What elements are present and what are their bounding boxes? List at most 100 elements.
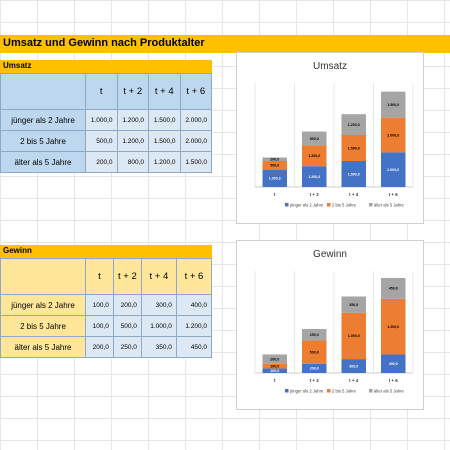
gewinn-value-cell: 400,0 — [175, 294, 213, 316]
bar-segment — [341, 161, 366, 187]
umsatz-value-cell: 1.200,0 — [116, 109, 149, 131]
bar-segment — [302, 340, 327, 364]
umsatz-value-cell: 1.200,0 — [148, 151, 181, 173]
data-label: 1.500,0 — [387, 103, 399, 107]
umsatz-section-header: Umsatz — [0, 60, 212, 73]
legend-entry: jünger als 2 Jahre — [289, 389, 324, 394]
gewinn-value-cell: 250,0 — [112, 336, 142, 358]
gewinn-value-cell: 200,0 — [85, 336, 114, 358]
umsatz-value-cell: 1.500,0 — [148, 130, 181, 152]
gewinn-value-cell: 450,0 — [175, 336, 213, 358]
gewinn-section-label: Gewinn — [3, 246, 32, 255]
gewinn-value-cell: 350,0 — [140, 336, 177, 358]
x-tick-label: t — [274, 378, 276, 383]
bar-segment — [381, 354, 406, 373]
legend-entry: 2 bis 5 Jahre — [332, 203, 357, 208]
table-row: 2 bis 5 Jahre 500,0 1.200,0 1.500,0 2.000,0 — [0, 130, 212, 152]
umsatz-col-header: t — [85, 73, 118, 110]
table-row: älter als 5 Jahre 200,0 250,0 350,0 450,0 — [0, 336, 213, 358]
x-tick-label: t + 4 — [349, 192, 359, 197]
gewinn-section-header: Gewinn — [0, 245, 212, 258]
bar-segment — [302, 328, 327, 341]
bar-segment — [262, 161, 287, 170]
data-label: 300,0 — [349, 364, 358, 368]
gewinn-corner-cell — [0, 258, 86, 295]
umsatz-value-cell: 1.500,0 — [148, 109, 181, 131]
data-label: 2.000,0 — [387, 168, 399, 172]
x-tick-label: t + 6 — [389, 378, 399, 383]
legend-swatch — [369, 203, 373, 207]
gewinn-col-header: t — [85, 258, 114, 295]
umsatz-value-cell: 2.000,0 — [179, 109, 212, 131]
bar-segment — [302, 363, 327, 373]
bar-segment — [262, 368, 287, 373]
umsatz-value-cell: 2.000,0 — [179, 130, 212, 152]
data-label: 200,0 — [270, 357, 279, 361]
data-label: 200,0 — [270, 158, 279, 162]
legend-swatch — [327, 389, 331, 393]
bar-segment — [381, 298, 406, 355]
gewinn-col-header: t + 4 — [140, 258, 177, 295]
table-row: jünger als 2 Jahre 100,0 200,0 300,0 400,0 — [0, 294, 213, 316]
x-tick-label: t + 2 — [310, 378, 320, 383]
x-tick-label: t + 6 — [389, 192, 399, 197]
chart-title: Umsatz — [313, 61, 347, 72]
data-label: 350,0 — [349, 303, 358, 307]
x-tick-label: t + 4 — [349, 378, 359, 383]
umsatz-value-cell: 500,0 — [85, 130, 118, 152]
bar-segment — [381, 91, 406, 118]
chart-title: Gewinn — [313, 249, 347, 260]
bar-segment — [341, 296, 366, 313]
bar-segment — [302, 131, 327, 146]
umsatz-value-cell: 1.500,0 — [179, 151, 212, 173]
umsatz-value-cell: 800,0 — [116, 151, 149, 173]
gewinn-value-cell: 100,0 — [85, 315, 114, 337]
bar-segment — [381, 152, 406, 187]
umsatz-col-header: t + 6 — [179, 73, 212, 110]
gewinn-value-cell: 1.000,0 — [140, 315, 177, 337]
data-label: 450,0 — [389, 287, 398, 291]
umsatz-section-label: Umsatz — [3, 61, 32, 70]
data-label: 2.000,0 — [387, 133, 399, 137]
umsatz-value-cell: 1.000,0 — [85, 109, 118, 131]
x-tick-label: t + 2 — [310, 192, 320, 197]
umsatz-row-label: jünger als 2 Jahre — [0, 109, 86, 131]
legend-swatch — [285, 389, 289, 393]
data-label: 500,0 — [310, 350, 319, 354]
gewinn-row-label: 2 bis 5 Jahre — [0, 315, 86, 337]
legend-entry: 2 bis 5 Jahre — [332, 389, 357, 394]
bar-segment — [341, 312, 366, 360]
umsatz-value-cell: 200,0 — [85, 151, 118, 173]
data-label: 1.200,0 — [308, 175, 320, 179]
umsatz-corner-cell — [0, 73, 86, 110]
bar-segment — [262, 363, 287, 369]
bar-segment — [262, 169, 287, 187]
data-label: 1.200,0 — [308, 154, 320, 158]
gewinn-value-cell: 1.200,0 — [175, 315, 213, 337]
data-label: 400,0 — [389, 362, 398, 366]
gewinn-col-header: t + 2 — [112, 258, 142, 295]
bar-segment — [262, 354, 287, 364]
bar-segment — [381, 117, 406, 153]
x-tick-label: t — [274, 192, 276, 197]
data-label: 500,0 — [270, 164, 279, 168]
gewinn-row-label: jünger als 2 Jahre — [0, 294, 86, 316]
bar-segment — [262, 157, 287, 161]
gewinn-value-cell: 200,0 — [112, 294, 142, 316]
gewinn-col-header: t + 6 — [175, 258, 213, 295]
umsatz-value-cell: 1.200,0 — [116, 130, 149, 152]
gewinn-value-cell: 300,0 — [140, 294, 177, 316]
umsatz-row-label: älter als 5 Jahre — [0, 151, 86, 173]
table-row: älter als 5 Jahre 200,0 800,0 1.200,0 1.500,… — [0, 151, 212, 173]
bar-segment — [381, 277, 406, 299]
page-title: Umsatz und Gewinn nach Produktalter — [3, 37, 205, 49]
page-title-bar: Umsatz und Gewinn nach Produktalter — [0, 35, 450, 53]
data-label: 200,0 — [310, 367, 319, 371]
legend-entry: älter als 5 Jahre — [374, 389, 404, 394]
chart-svg: Umsatz 1.000,0 500,0 200,0 t 1.200,0 1.200,0 80… — [254, 61, 414, 208]
gewinn-chart: Gewinn 100,0 100,0 200,0 t 200,0 500,0 250,0 t +… — [236, 240, 424, 410]
gewinn-value-cell: 100,0 — [85, 294, 114, 316]
